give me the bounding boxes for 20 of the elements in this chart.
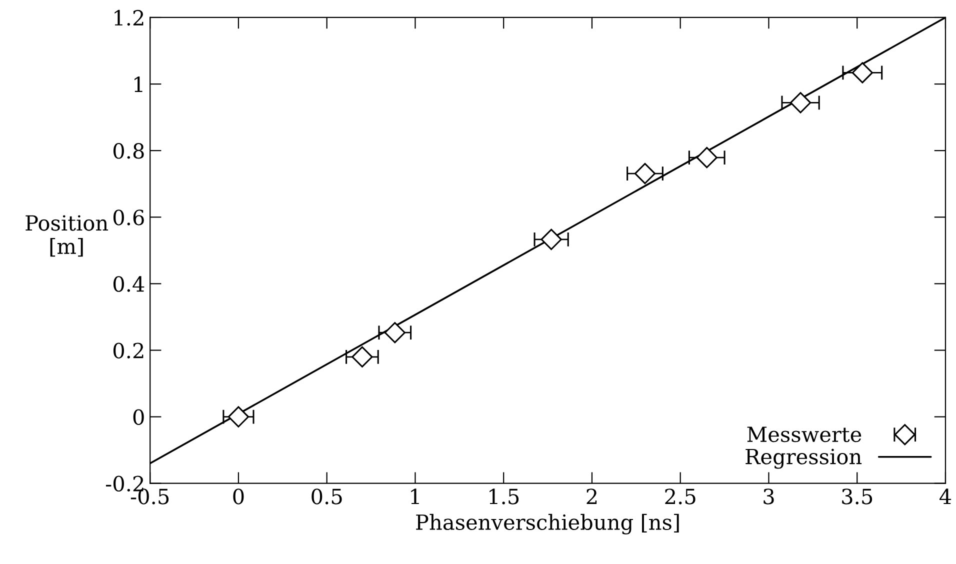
- y-tick-label: 0.2: [113, 342, 144, 358]
- y-tick-label: 0: [133, 409, 144, 426]
- x-tick-label: 1: [411, 488, 419, 504]
- x-tick-label: 4: [940, 488, 952, 504]
- y-tick-label: 0.6: [113, 210, 144, 226]
- y-tick-label: 1.2: [114, 10, 144, 26]
- x-tick-label: 1.5: [490, 488, 519, 504]
- x-tick-label: 3.5: [842, 488, 872, 504]
- y-tick-label: 0.8: [113, 143, 144, 159]
- x-tick-label: 2.5: [665, 488, 696, 504]
- x-axis-title: Phasenverschiebung [ns]: [416, 514, 679, 534]
- x-tick-label: 0: [233, 488, 244, 504]
- y-axis-title: Position [m]: [26, 215, 108, 257]
- legend-label: Regression: [746, 448, 862, 469]
- legend-label: Messwerte: [747, 426, 862, 442]
- y-tick-label: 0.4: [113, 276, 144, 292]
- y-tick-label: 1: [134, 76, 142, 92]
- x-tick-label: 3: [764, 488, 774, 504]
- x-tick-label: 2: [586, 488, 597, 504]
- x-tick-label: 0.5: [312, 488, 342, 504]
